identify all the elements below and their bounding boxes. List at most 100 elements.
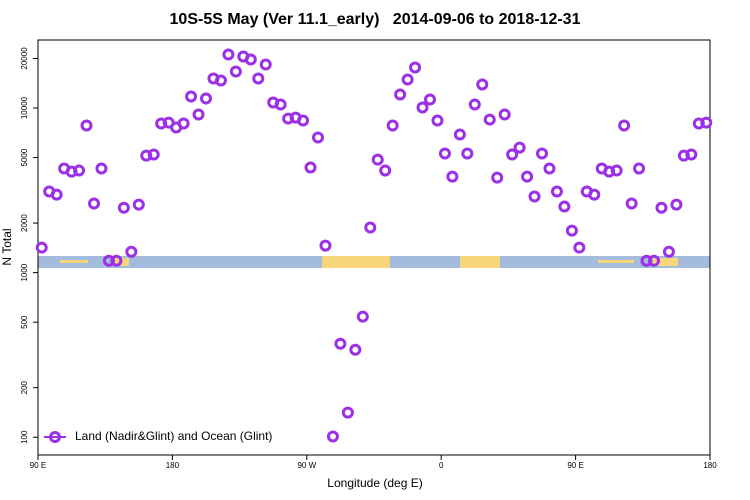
data-point xyxy=(640,254,653,267)
data-point xyxy=(356,310,369,323)
data-point xyxy=(244,53,257,66)
data-point xyxy=(379,164,392,177)
land-band xyxy=(460,256,500,268)
data-point xyxy=(558,200,571,213)
data-point xyxy=(483,113,496,126)
legend-marker xyxy=(49,431,61,443)
data-point xyxy=(565,224,578,237)
land-band xyxy=(652,258,678,266)
data-point xyxy=(453,128,466,141)
data-point xyxy=(670,198,683,211)
data-point xyxy=(334,337,347,350)
data-point xyxy=(312,131,324,144)
x-tick-label: 0 xyxy=(439,461,444,470)
data-point xyxy=(521,170,534,183)
data-point xyxy=(319,239,332,252)
data-point xyxy=(401,73,414,86)
data-point xyxy=(528,190,541,203)
data-point xyxy=(662,245,675,258)
data-point xyxy=(185,90,198,103)
x-axis-label: Longitude (deg E) xyxy=(327,476,422,490)
y-tick-label: 10000 xyxy=(20,96,29,119)
y-tick-label: 200 xyxy=(20,380,29,394)
data-point xyxy=(424,93,436,106)
data-point xyxy=(476,78,489,91)
x-tick-label: 180 xyxy=(166,461,180,470)
data-point xyxy=(252,72,265,85)
y-tick-label: 20000 xyxy=(20,47,29,70)
data-point xyxy=(304,161,317,174)
data-point xyxy=(88,197,100,210)
data-point xyxy=(95,162,108,175)
data-point xyxy=(73,164,86,177)
land-band xyxy=(598,260,634,263)
data-point xyxy=(513,141,526,154)
data-point xyxy=(655,201,668,214)
data-point xyxy=(409,61,422,74)
y-tick-label: 100 xyxy=(20,430,29,444)
data-point xyxy=(461,147,474,160)
y-tick-label: 5000 xyxy=(20,148,29,166)
x-tick-label: 90 E xyxy=(30,461,46,470)
data-point xyxy=(132,198,145,211)
data-point xyxy=(110,254,123,267)
data-point xyxy=(349,343,362,356)
data-point xyxy=(573,241,586,254)
data-point xyxy=(125,245,138,258)
data-point xyxy=(685,148,698,161)
data-point xyxy=(200,92,212,105)
data-point xyxy=(35,241,48,254)
y-axis-label: N Total xyxy=(0,228,14,265)
y-tick-label: 2000 xyxy=(20,214,29,232)
data-point xyxy=(147,148,160,161)
data-point xyxy=(700,116,713,129)
data-point xyxy=(177,117,190,130)
data-point xyxy=(229,65,242,78)
x-tick-label: 180 xyxy=(703,461,717,470)
legend-label: Land (Nadir&Glint) and Ocean (Glint) xyxy=(75,429,272,443)
data-point xyxy=(543,162,556,175)
data-point xyxy=(431,114,444,127)
data-point xyxy=(259,58,272,71)
x-tick-label: 90 E xyxy=(567,461,583,470)
data-point xyxy=(648,254,660,267)
chart-title: 10S-5S May (Ver 11.1_early) 2014-09-06 t… xyxy=(170,11,581,28)
data-point xyxy=(625,197,638,210)
data-point xyxy=(326,430,339,443)
data-point xyxy=(297,114,310,127)
data-point xyxy=(491,171,504,184)
data-point xyxy=(610,164,623,177)
data-point xyxy=(214,74,227,87)
data-point xyxy=(274,98,287,111)
data-point xyxy=(446,170,459,183)
data-point xyxy=(386,119,399,132)
data-point xyxy=(192,108,205,121)
data-point xyxy=(438,147,451,160)
data-point xyxy=(498,108,511,121)
data-point xyxy=(222,48,235,61)
data-point xyxy=(102,254,115,267)
land-band xyxy=(322,256,390,268)
data-point xyxy=(364,221,377,234)
data-point xyxy=(117,201,130,214)
data-point xyxy=(371,153,384,166)
data-point xyxy=(394,88,407,101)
data-point xyxy=(536,147,548,160)
y-tick-label: 1000 xyxy=(20,263,29,281)
land-band xyxy=(60,260,88,263)
data-point xyxy=(588,188,601,201)
data-point xyxy=(468,98,481,111)
data-point xyxy=(633,162,646,175)
y-tick-label: 500 xyxy=(20,315,29,329)
data-point xyxy=(80,119,93,132)
x-tick-label: 90 W xyxy=(297,461,316,470)
data-point xyxy=(50,188,63,201)
data-point xyxy=(550,185,563,198)
data-point xyxy=(506,148,519,161)
data-point xyxy=(618,119,631,132)
data-point xyxy=(416,101,429,114)
data-point xyxy=(341,406,354,419)
land-ocean-band xyxy=(38,256,710,268)
